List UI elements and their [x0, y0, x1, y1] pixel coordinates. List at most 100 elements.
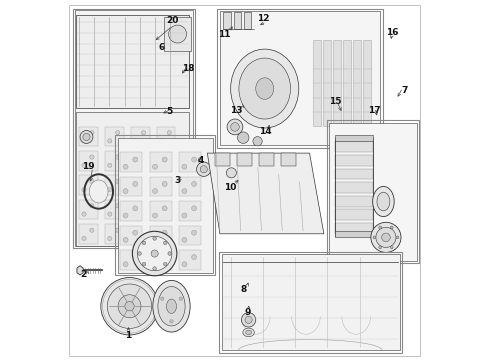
Text: 16: 16 [387, 28, 399, 37]
Bar [237, 153, 252, 166]
Circle shape [123, 164, 128, 169]
Bar [131, 175, 149, 195]
Bar [244, 12, 251, 30]
Bar [157, 151, 175, 171]
Text: 6: 6 [159, 43, 165, 52]
Bar [131, 127, 149, 146]
Bar [157, 224, 175, 244]
Circle shape [159, 139, 164, 143]
Circle shape [108, 212, 112, 216]
Ellipse shape [158, 287, 185, 326]
Bar [220, 12, 380, 145]
Circle shape [167, 155, 171, 159]
Bar [105, 200, 124, 220]
Circle shape [80, 131, 93, 143]
Circle shape [164, 262, 167, 266]
Ellipse shape [153, 280, 190, 332]
Circle shape [170, 319, 173, 323]
Circle shape [153, 237, 156, 240]
Circle shape [182, 213, 187, 218]
Bar [353, 40, 361, 126]
Circle shape [171, 179, 187, 195]
Circle shape [138, 252, 141, 255]
Circle shape [116, 155, 120, 159]
Bar [164, 17, 191, 51]
Circle shape [141, 204, 146, 208]
Circle shape [108, 163, 112, 167]
Text: 5: 5 [167, 107, 173, 116]
Circle shape [192, 157, 196, 162]
Text: 4: 4 [198, 156, 204, 165]
Text: 8: 8 [241, 285, 247, 294]
Circle shape [169, 25, 187, 43]
Text: 15: 15 [329, 96, 342, 105]
Text: 7: 7 [401, 86, 408, 95]
Bar [157, 127, 175, 146]
Circle shape [182, 237, 187, 242]
Ellipse shape [89, 180, 108, 203]
Circle shape [373, 236, 376, 239]
Text: 18: 18 [182, 64, 195, 73]
Text: 20: 20 [167, 16, 179, 25]
Circle shape [123, 262, 128, 267]
Circle shape [159, 163, 164, 167]
Bar [234, 12, 241, 30]
Bar [149, 201, 172, 221]
Circle shape [82, 212, 86, 216]
Circle shape [152, 164, 157, 169]
Circle shape [182, 262, 187, 267]
Bar [335, 231, 373, 237]
Circle shape [142, 241, 146, 245]
Bar [157, 175, 175, 195]
Bar [221, 254, 399, 350]
Circle shape [133, 255, 138, 260]
Bar [364, 40, 371, 126]
Ellipse shape [377, 192, 390, 211]
Bar [118, 138, 213, 273]
Circle shape [164, 241, 167, 245]
Circle shape [196, 162, 211, 176]
Circle shape [108, 139, 112, 143]
Bar [105, 175, 124, 195]
Bar [335, 155, 373, 166]
Circle shape [82, 139, 86, 143]
Bar [120, 201, 143, 221]
Circle shape [133, 188, 138, 192]
Text: 12: 12 [257, 14, 270, 23]
Ellipse shape [245, 330, 251, 334]
Circle shape [174, 183, 183, 192]
Bar [79, 175, 98, 195]
Bar [120, 177, 143, 197]
Bar [131, 200, 149, 220]
Circle shape [160, 297, 164, 301]
Bar [335, 135, 373, 140]
Text: 3: 3 [174, 176, 181, 185]
Bar [105, 127, 124, 146]
Bar [149, 152, 172, 172]
Text: 1: 1 [125, 332, 132, 341]
Circle shape [162, 230, 167, 235]
Text: 19: 19 [82, 162, 94, 171]
Polygon shape [207, 153, 324, 234]
Circle shape [90, 179, 94, 184]
Bar [120, 250, 143, 270]
Circle shape [167, 204, 171, 208]
Circle shape [90, 204, 94, 208]
Circle shape [133, 163, 138, 167]
Circle shape [90, 228, 94, 232]
Circle shape [192, 255, 196, 260]
Circle shape [238, 132, 249, 143]
Circle shape [123, 213, 128, 218]
Bar [131, 224, 149, 244]
Circle shape [108, 188, 112, 192]
Circle shape [116, 179, 120, 184]
Circle shape [396, 236, 399, 239]
Bar [79, 200, 98, 220]
Circle shape [379, 246, 382, 249]
Circle shape [82, 163, 86, 167]
Circle shape [108, 236, 112, 240]
Bar [157, 200, 175, 220]
Bar [335, 223, 373, 234]
Bar [149, 226, 172, 245]
Bar [73, 9, 195, 248]
